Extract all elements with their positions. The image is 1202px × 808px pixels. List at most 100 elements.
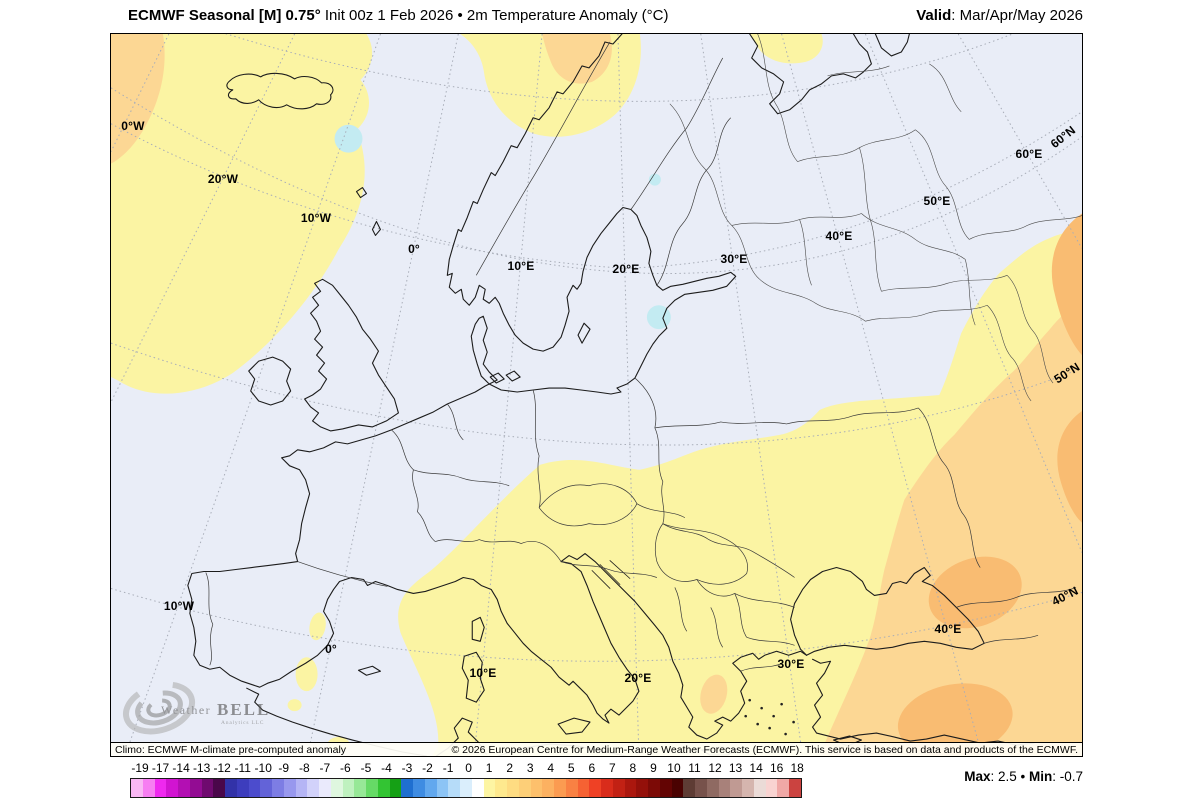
anomaly-yellow-spain3 <box>287 699 302 712</box>
max-label: Max <box>964 769 991 784</box>
colorbar-cell <box>742 779 754 797</box>
map-coordinate-label: 50°E <box>923 194 951 208</box>
map-coordinate-label: 40°E <box>825 229 853 243</box>
colorbar-cell <box>565 779 578 797</box>
colorbar-tick-label: -4 <box>381 761 392 775</box>
colorbar-cell <box>319 779 331 797</box>
islands-denmark <box>489 370 521 384</box>
colorbar-cell <box>330 779 343 797</box>
colorbar-tick-label: 13 <box>728 761 743 775</box>
attribution-climo: Climo: ECMWF M-climate pre-computed anom… <box>115 743 347 756</box>
colorbar-tick-label: -11 <box>234 761 251 775</box>
colorbar-tick-label: 18 <box>790 761 804 775</box>
colorbar-cell <box>542 779 554 797</box>
watermark-brand-bell: BELL <box>217 700 270 719</box>
colorbar-cell <box>671 779 684 797</box>
colorbar-ticks: -19 -17 -14 -13 -12 -11 -10 -9 -8 -7 -6 -5 -4 -3 -2 -1 0… <box>130 761 804 777</box>
colorbar-cell <box>448 779 460 797</box>
colorbar-tick-label: -12 <box>213 761 231 775</box>
colorbar-cell <box>589 779 601 797</box>
colorbar-tick-label: 3 <box>526 761 534 775</box>
weatherbell-logo: Weather BELL Analytics LLC <box>122 681 270 735</box>
colorbar-tick-label: 9 <box>650 761 657 775</box>
colorbar-cell <box>730 779 742 797</box>
anomaly-cyan-estonia <box>646 305 671 330</box>
coast-ireland <box>248 356 292 406</box>
colorbar-cell <box>201 779 214 797</box>
colorbar-cells <box>130 778 802 798</box>
colorbar-tick-label: 2 <box>506 761 513 775</box>
attribution-strip: Climo: ECMWF M-climate pre-computed anom… <box>111 742 1082 756</box>
island-sardinia <box>461 651 485 703</box>
page-title-detail: Init 00z 1 Feb 2026 • 2m Temperature Ano… <box>320 7 669 24</box>
max-min-stats: Max: 2.5 • Min: -0.7 <box>964 769 1083 784</box>
colorbar-cell <box>648 779 660 797</box>
colorbar-tick-label: 5 <box>567 761 575 775</box>
colorbar-cell <box>765 779 778 797</box>
anomaly-yellow-spain1 <box>309 612 326 641</box>
anomaly-orange-iceland-ne <box>542 34 612 84</box>
colorbar-cell <box>471 779 484 797</box>
coast-iceland <box>226 72 334 110</box>
colorbar-cell <box>636 779 648 797</box>
max-value: : 2.5 • <box>990 769 1029 784</box>
min-label: Min <box>1028 769 1053 784</box>
colorbar-tick-label: -3 <box>401 761 413 775</box>
colorbar-cell <box>753 779 766 797</box>
colorbar-cell <box>307 779 319 797</box>
island-shetland <box>371 220 381 236</box>
colorbar-tick-label: 4 <box>547 761 555 775</box>
colorbar-cell <box>295 779 308 797</box>
colorbar-cell <box>342 779 355 797</box>
colorbar-cell <box>483 779 496 797</box>
colorbar-cell <box>354 779 366 797</box>
colorbar-cell <box>495 779 507 797</box>
attribution-copyright: © 2026 European Centre for Medium-Range … <box>451 743 1078 756</box>
colorbar-tick-label: 11 <box>688 761 701 775</box>
colorbar-tick-label: 6 <box>588 761 596 775</box>
colorbar-tick-label: 14 <box>749 761 763 775</box>
island-faroe <box>355 187 368 199</box>
map-coordinate-label: 10°E <box>469 666 497 680</box>
colorbar-cell <box>413 779 425 797</box>
colorbar-tick-label: 12 <box>708 761 722 775</box>
colorbar-cell <box>612 779 625 797</box>
coast-mainland-europe <box>187 34 808 740</box>
colorbar-tick-label: -13 <box>192 761 211 775</box>
island-gotland <box>577 322 591 344</box>
colorbar-cell <box>624 779 637 797</box>
map-coordinate-label: 60°E <box>1015 147 1043 161</box>
anomaly-orange-deep-edge2 <box>1057 410 1082 523</box>
colorbar-tick-label: -10 <box>254 761 272 775</box>
colorbar-cell <box>530 779 543 797</box>
watermark-sub: Analytics LLC <box>221 720 264 726</box>
colorbar-cell <box>248 779 261 797</box>
colorbar-tick-label: -5 <box>360 761 372 775</box>
colorbar-cell <box>554 779 566 797</box>
colorbar-cell <box>777 779 789 797</box>
colorbar-cell <box>178 779 190 797</box>
map-coordinate-label: 30°E <box>720 252 748 266</box>
colorbar-cell <box>272 779 284 797</box>
anomaly-orange-east <box>819 300 1082 756</box>
colorbar-cell <box>460 779 472 797</box>
colorbar-tick-label: -19 <box>131 761 149 775</box>
map-coordinate-label: 20°E <box>624 671 652 685</box>
map-coordinate-label: 40°E <box>934 622 962 636</box>
map-coordinate-label: 10°W <box>163 599 195 613</box>
colorbar-cell <box>225 779 237 797</box>
colorbar-cell <box>659 779 672 797</box>
anomaly-cyan-iceland <box>334 124 363 153</box>
colorbar-cell <box>389 779 402 797</box>
colorbar-cell <box>401 779 413 797</box>
colorbar-cell <box>213 779 225 797</box>
colorbar-tick-label: 0 <box>465 761 472 775</box>
anomaly-yellow-northwest <box>111 34 373 394</box>
anomaly-orange-deep-anatolia <box>928 556 1022 629</box>
colorbar-cell <box>189 779 202 797</box>
colorbar-tick-label: -6 <box>340 761 351 775</box>
page-title-model: ECMWF Seasonal [M] 0.75° <box>128 7 321 24</box>
colorbar-cell <box>683 779 695 797</box>
map-coordinate-label: 20°E <box>612 262 640 276</box>
colorbar-tick-label: -8 <box>298 761 310 775</box>
